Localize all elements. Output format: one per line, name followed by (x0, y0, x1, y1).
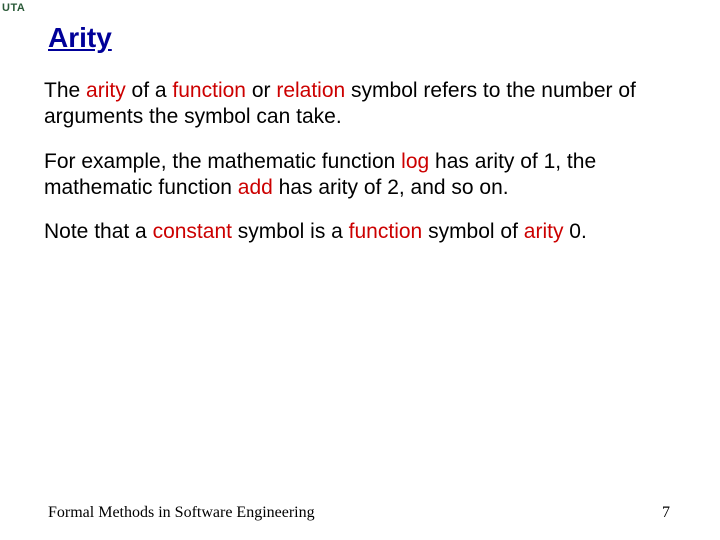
body-text: symbol is a (232, 220, 349, 243)
body-text: For example, the mathematic function (44, 150, 401, 173)
footer-course-name: Formal Methods in Software Engineering (48, 504, 315, 522)
university-logo: UTA (2, 2, 25, 14)
body-text: has arity of 2, and so on. (273, 176, 509, 199)
body-text: symbol of (422, 220, 524, 243)
body-text: 0. (563, 220, 586, 243)
logo-text: UTA (2, 2, 25, 14)
footer-page-number: 7 (662, 504, 670, 522)
term-text: add (238, 176, 273, 199)
title-text: Arity (48, 22, 112, 53)
term-text: relation (276, 79, 345, 102)
body-text: Note that a (44, 220, 153, 243)
paragraph: Note that a constant symbol is a functio… (44, 219, 680, 245)
body-text: or (246, 79, 276, 102)
slide-title: Arity (48, 22, 112, 54)
paragraph: The arity of a function or relation symb… (44, 78, 680, 131)
paragraph: For example, the mathematic function log… (44, 149, 680, 202)
slide-content: The arity of a function or relation symb… (44, 78, 680, 263)
term-text: arity (86, 79, 126, 102)
body-text: of a (126, 79, 173, 102)
body-text: The (44, 79, 86, 102)
term-text: function (172, 79, 246, 102)
term-text: arity (524, 220, 564, 243)
term-text: constant (153, 220, 232, 243)
term-text: function (349, 220, 423, 243)
term-text: log (401, 150, 429, 173)
